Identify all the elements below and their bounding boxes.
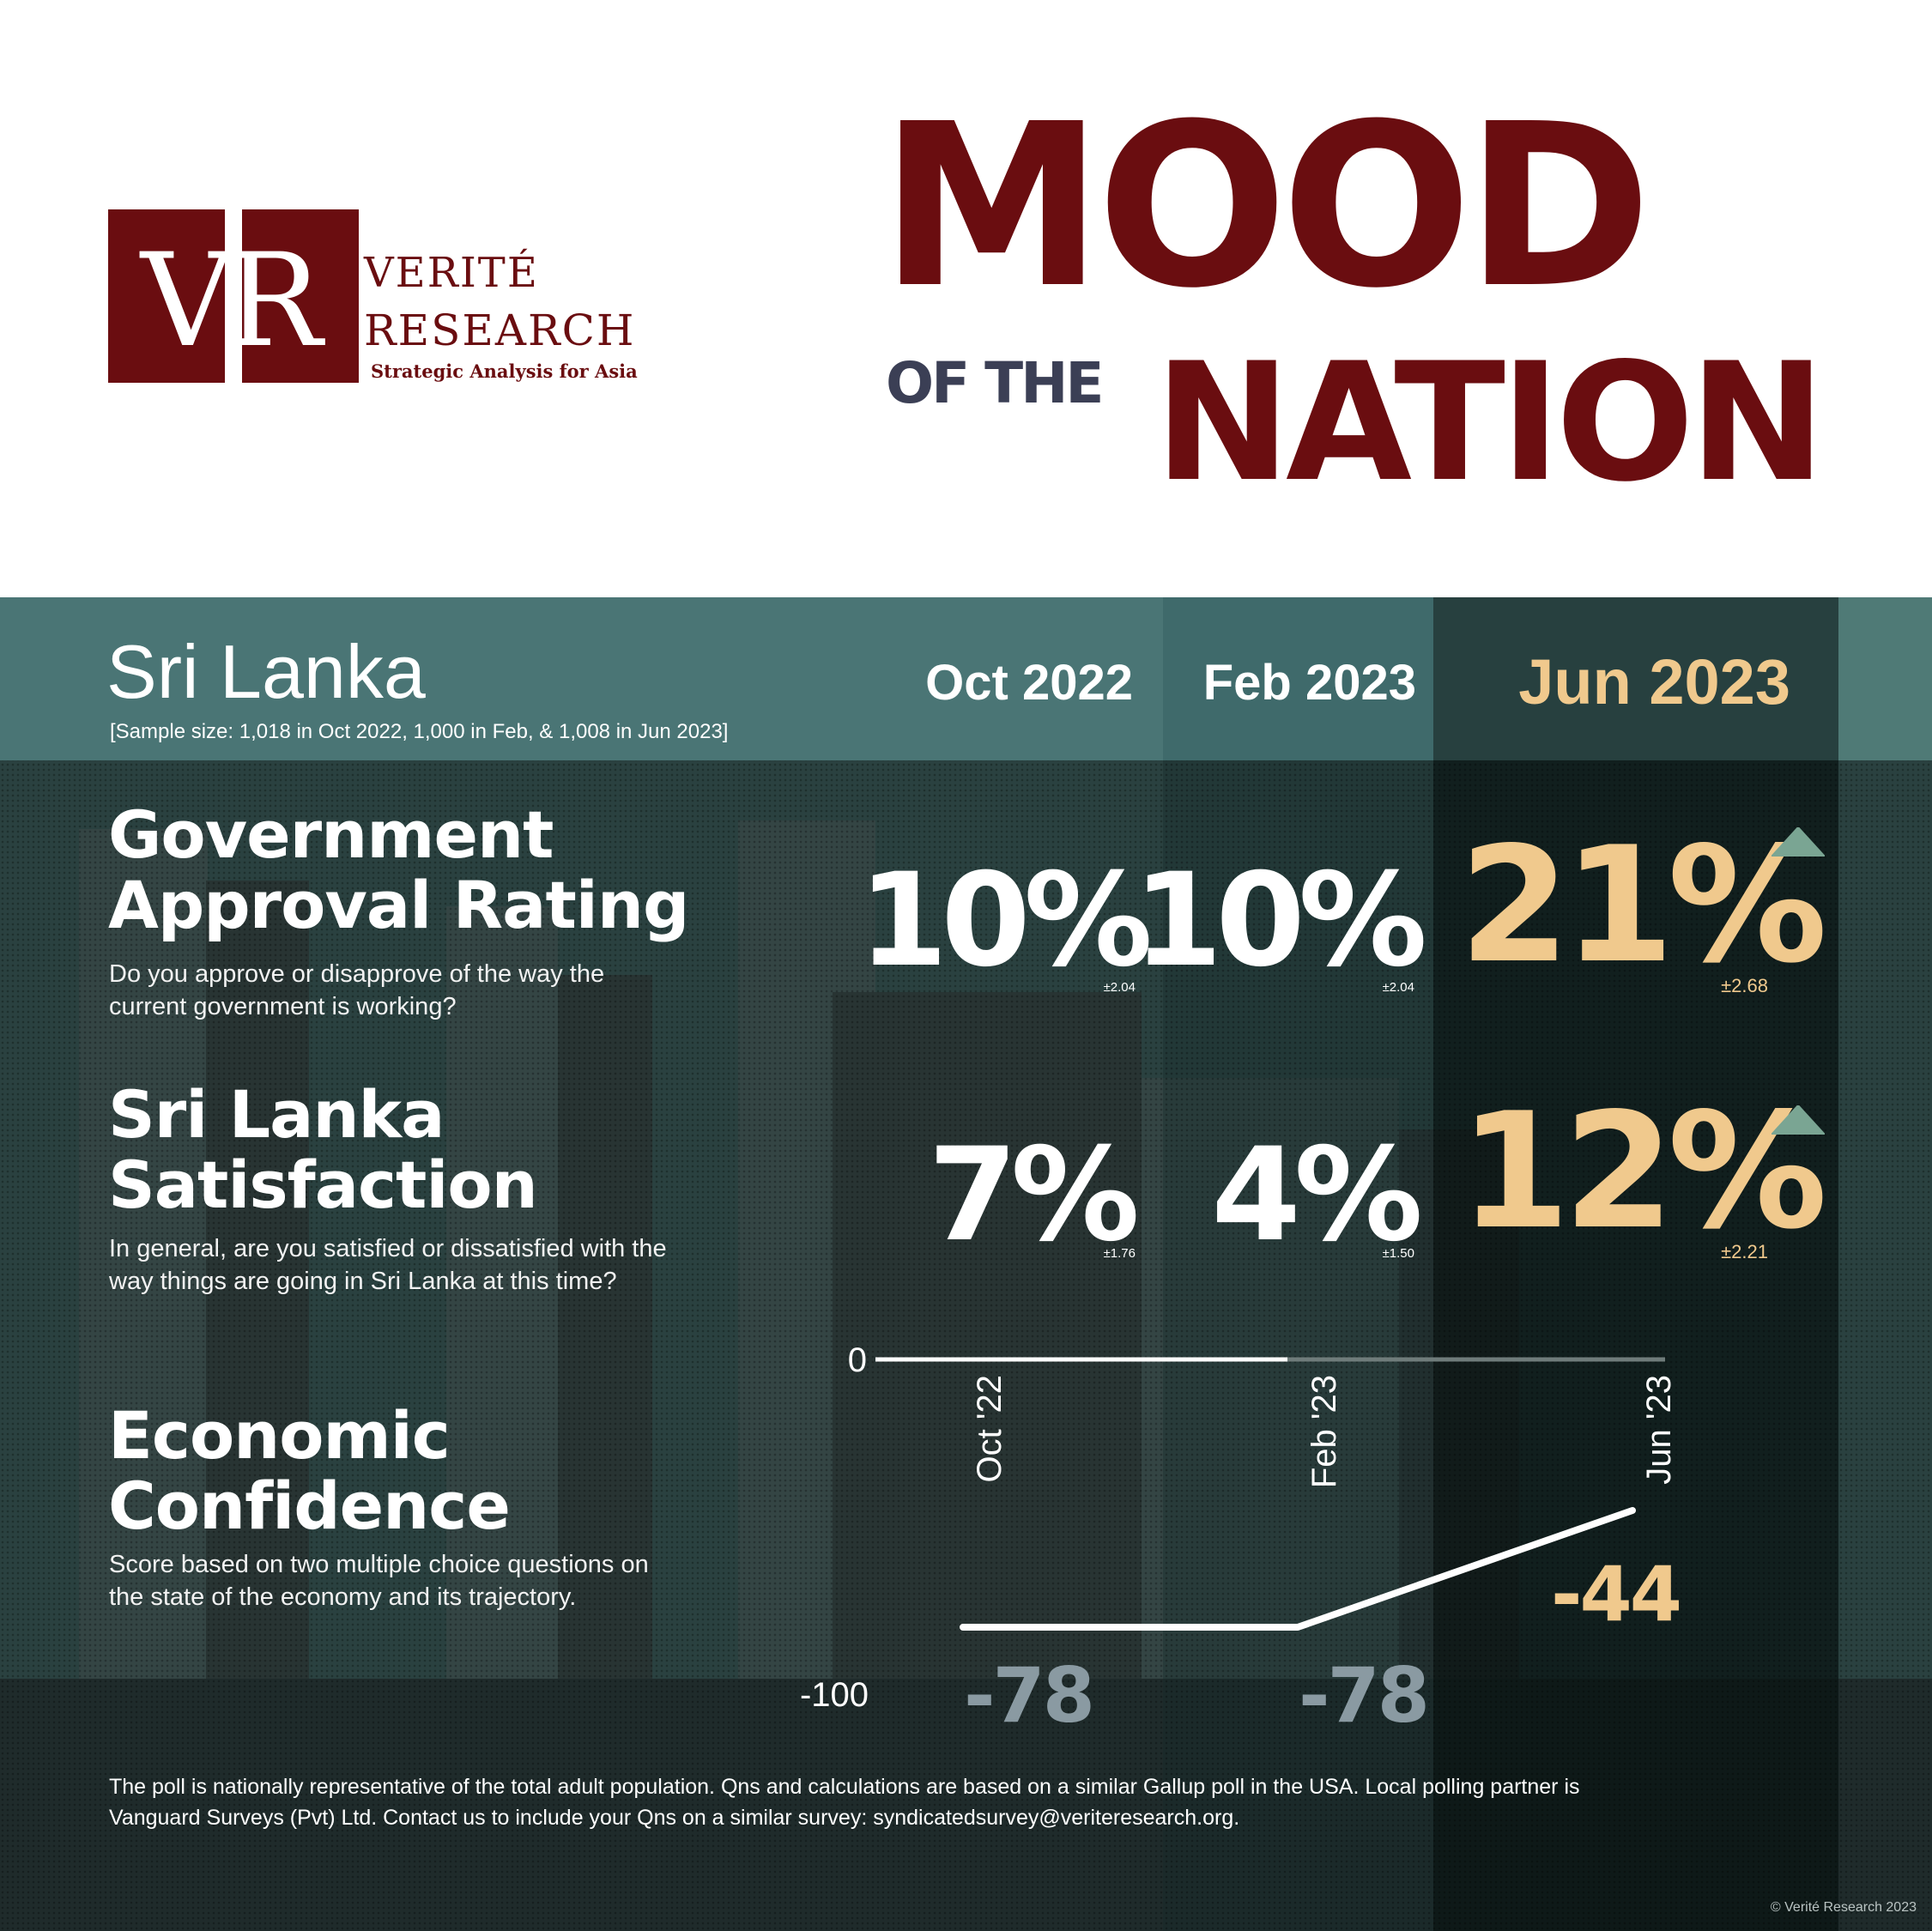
value-label-2: -44 — [1551, 1550, 1680, 1638]
margin-government-approval-jun-2023: ±2.68 — [1721, 975, 1768, 996]
logo-name-line2: RESEARCH — [364, 306, 636, 355]
column-header-oct-2022: Oct 2022 — [925, 655, 1133, 711]
value-sri-lanka-satisfaction-feb-2023: 4% — [1211, 1121, 1423, 1270]
footer-note: The poll is nationally representative of… — [109, 1775, 1580, 1830]
logo-tagline: Strategic Analysis for Asia — [371, 360, 638, 382]
column-shade-feb — [1163, 597, 1433, 1931]
value-government-approval-feb-2023: 10% — [1133, 846, 1427, 996]
value-sri-lanka-satisfaction-jun-2023: 12% — [1459, 1078, 1827, 1264]
column-header-feb-2023: Feb 2023 — [1202, 655, 1416, 711]
metric-title-sri-lanka-satisfaction: Sri Lanka Satisfaction — [108, 1076, 538, 1223]
title-mood: MOOD — [880, 76, 1652, 337]
halftone-overlay — [0, 597, 1932, 1931]
y-tick-label-bottom: -100 — [800, 1676, 869, 1714]
y-tick-label-top: 0 — [848, 1341, 867, 1379]
x-tick-label-0: Oct '22 — [971, 1375, 1008, 1482]
column-shade-jun — [1433, 597, 1838, 1931]
logo-box-right — [242, 209, 359, 383]
column-header-jun-2023: Jun 2023 — [1518, 646, 1790, 717]
margin-sri-lanka-satisfaction-jun-2023: ±2.21 — [1721, 1241, 1768, 1262]
results-panel: Sri Lanka [Sample size: 1,018 in Oct 202… — [0, 597, 1932, 1931]
value-sri-lanka-satisfaction-oct-2022: 7% — [928, 1121, 1140, 1270]
metric-title-government-approval: Government Approval Rating — [108, 796, 689, 943]
metric-question-government-approval: Do you approve or disapprove of the way … — [109, 960, 605, 1020]
logo-letters: VR — [141, 227, 322, 376]
metric-question-sri-lanka-satisfaction: In general, are you satisfied or dissati… — [109, 1235, 667, 1295]
margin-sri-lanka-satisfaction-oct-2022: ±1.76 — [1103, 1246, 1136, 1261]
up-triangle-icon — [1772, 1105, 1825, 1135]
margin-government-approval-feb-2023: ±2.04 — [1382, 980, 1414, 995]
up-triangle-icon — [1772, 827, 1825, 857]
economic-confidence-line — [960, 1507, 1636, 1631]
metric-title-economic-confidence: Economic Confidence — [108, 1397, 511, 1544]
title-of-the: OF THE — [886, 350, 1105, 416]
value-government-approval-jun-2023: 21% — [1459, 812, 1827, 998]
column-header-bar — [0, 597, 1932, 760]
economic-confidence-chart: 0 -100 Oct '22 Feb '23 Jun '23 -78 -78 -44 — [800, 1341, 1682, 1740]
header: VR VERITÉ RESEARCH Strategic Analysis fo… — [0, 0, 1932, 597]
value-government-approval-oct-2022: 10% — [858, 846, 1153, 996]
title-nation: NATION — [1154, 328, 1826, 518]
value-label-0: -78 — [964, 1651, 1093, 1740]
sample-size-note: [Sample size: 1,018 in Oct 2022, 1,000 i… — [110, 720, 729, 743]
logo-name-line1: VERITÉ — [364, 249, 539, 297]
x-tick-label-1: Feb '23 — [1305, 1375, 1343, 1488]
value-label-1: -78 — [1299, 1651, 1427, 1740]
metric-description-economic-confidence: Score based on two multiple choice quest… — [109, 1551, 649, 1611]
margin-government-approval-oct-2022: ±2.04 — [1103, 980, 1136, 995]
verite-research-logo[interactable]: VR VERITÉ RESEARCH Strategic Analysis fo… — [108, 209, 640, 390]
x-tick-label-2: Jun '23 — [1640, 1375, 1678, 1485]
country-name: Sri Lanka — [106, 629, 426, 714]
logo-box-left — [108, 209, 225, 383]
copyright: © Verité Research 2023 — [1770, 1900, 1917, 1915]
margin-sri-lanka-satisfaction-feb-2023: ±1.50 — [1382, 1246, 1414, 1261]
